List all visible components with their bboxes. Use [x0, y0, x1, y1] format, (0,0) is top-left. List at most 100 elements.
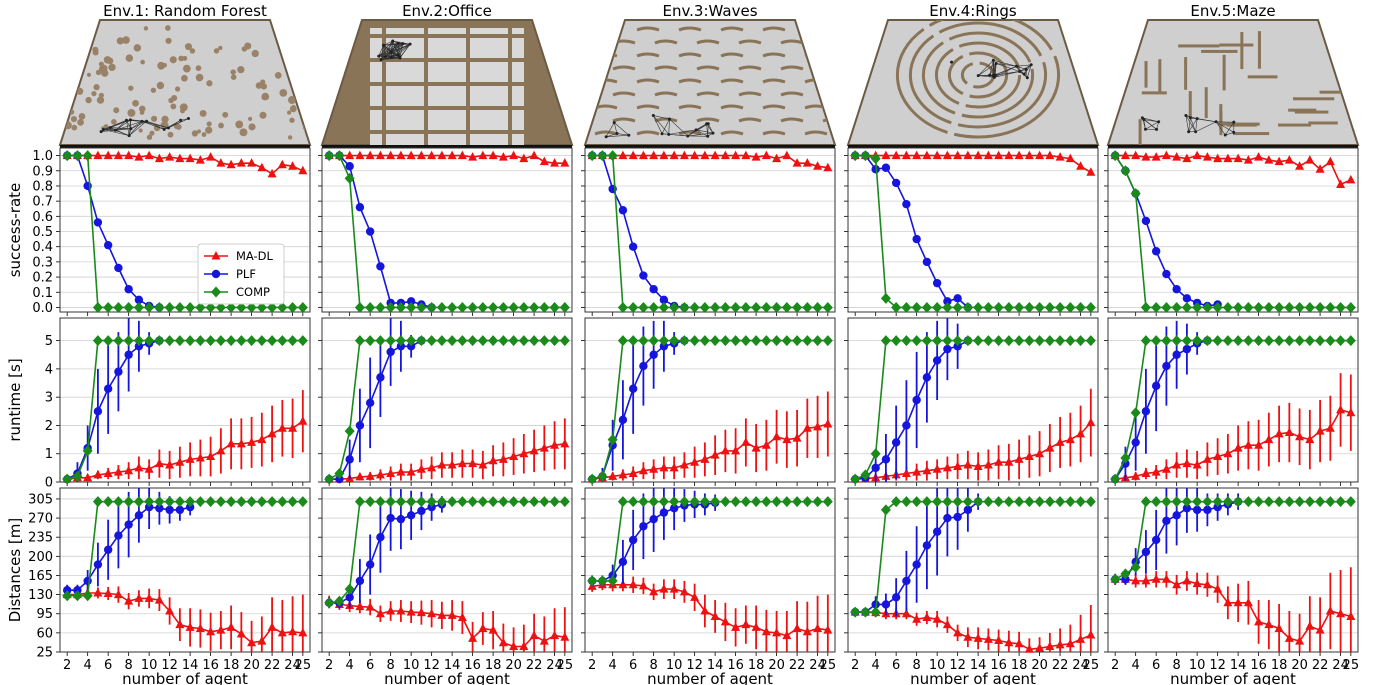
data-point	[488, 335, 499, 347]
obstacle	[64, 92, 71, 99]
data-point	[1014, 301, 1025, 313]
data-point	[1086, 417, 1096, 427]
data-point	[1233, 335, 1244, 347]
obstacle	[191, 130, 199, 137]
obstacle	[178, 55, 185, 62]
robot-link	[100, 120, 127, 132]
series-comp	[850, 335, 1096, 485]
x-tick-label: 20	[1291, 658, 1308, 673]
plot-area	[585, 488, 835, 652]
robot-link	[1143, 119, 1159, 123]
panel-env5-runtime	[1104, 317, 1359, 486]
data-point	[62, 150, 73, 162]
data-point	[1315, 426, 1325, 435]
y-tick-label: 95	[36, 607, 53, 622]
data-point	[771, 335, 782, 347]
robot-link	[392, 40, 411, 45]
maze-wall	[1240, 31, 1244, 70]
data-point	[1171, 335, 1182, 347]
data-point	[994, 457, 1004, 466]
data-point	[376, 373, 385, 382]
data-point	[386, 468, 396, 478]
data-point	[649, 586, 659, 596]
data-point	[1345, 335, 1356, 347]
maze-wall	[1158, 59, 1162, 93]
data-point	[1075, 496, 1086, 508]
robot-link	[130, 119, 142, 122]
data-point	[1140, 496, 1151, 508]
data-point	[942, 619, 952, 629]
robot	[113, 128, 117, 132]
robot-link	[392, 40, 399, 56]
data-point	[902, 199, 911, 209]
maze-wall	[1308, 121, 1338, 125]
panel-env3-runtime	[581, 317, 836, 486]
y-axis-label: runtime [s]	[6, 358, 24, 441]
data-point	[700, 454, 710, 463]
data-point	[355, 576, 365, 586]
data-point	[648, 496, 659, 508]
obstacle	[98, 92, 104, 98]
robot-link	[669, 118, 688, 137]
data-point	[1274, 301, 1285, 313]
wave-wall	[822, 65, 835, 71]
data-point	[1304, 496, 1315, 508]
data-point	[922, 465, 932, 475]
data-point	[334, 468, 345, 480]
wave-wall	[636, 52, 660, 58]
data-point	[72, 150, 83, 162]
data-point	[689, 496, 700, 508]
data-point	[498, 301, 509, 313]
data-point	[973, 150, 983, 160]
data-point	[165, 505, 174, 515]
data-point	[891, 593, 901, 602]
obstacle	[151, 115, 158, 122]
x-tick-label: 16	[1250, 658, 1267, 673]
data-point	[963, 505, 973, 515]
data-point	[953, 627, 963, 637]
data-point	[628, 150, 638, 160]
obstacle	[174, 86, 181, 92]
data-point	[1295, 431, 1305, 441]
data-point	[771, 496, 782, 508]
robot-link	[115, 120, 127, 131]
data-point	[953, 150, 963, 160]
obstacle	[122, 36, 130, 44]
robot	[408, 42, 412, 46]
data-point	[1120, 568, 1131, 580]
data-point	[447, 496, 458, 508]
robot	[604, 135, 608, 139]
data-point	[731, 622, 741, 631]
series-comp	[850, 496, 1096, 618]
data-point	[427, 608, 437, 618]
data-point	[267, 622, 277, 631]
data-point	[114, 531, 123, 540]
data-point	[1254, 152, 1264, 161]
scene-base	[585, 145, 835, 148]
data-point	[406, 335, 417, 347]
scene-base	[1108, 145, 1358, 148]
x-tick-label: 18	[1011, 658, 1028, 673]
data-point	[731, 150, 741, 160]
robot-link	[128, 121, 147, 136]
data-point	[617, 335, 628, 347]
y-tick-label: 3	[45, 391, 53, 406]
data-point	[720, 301, 731, 313]
data-point	[1325, 423, 1335, 432]
x-tick-label: 20	[768, 658, 785, 673]
maze-wall	[1319, 90, 1357, 94]
data-point	[1151, 467, 1161, 476]
data-point	[891, 335, 902, 347]
robot	[1232, 130, 1236, 134]
x-tick-label: 6	[892, 658, 900, 673]
scene-base	[60, 145, 310, 148]
robot-link	[996, 63, 1017, 67]
obstacle	[78, 113, 86, 120]
obstacle	[60, 39, 64, 47]
data-point	[901, 301, 912, 313]
office-wall	[424, 28, 428, 145]
data-point	[365, 602, 375, 611]
scene-content	[370, 28, 524, 145]
data-point	[375, 301, 386, 313]
y-tick-label: 0.5	[32, 225, 53, 240]
